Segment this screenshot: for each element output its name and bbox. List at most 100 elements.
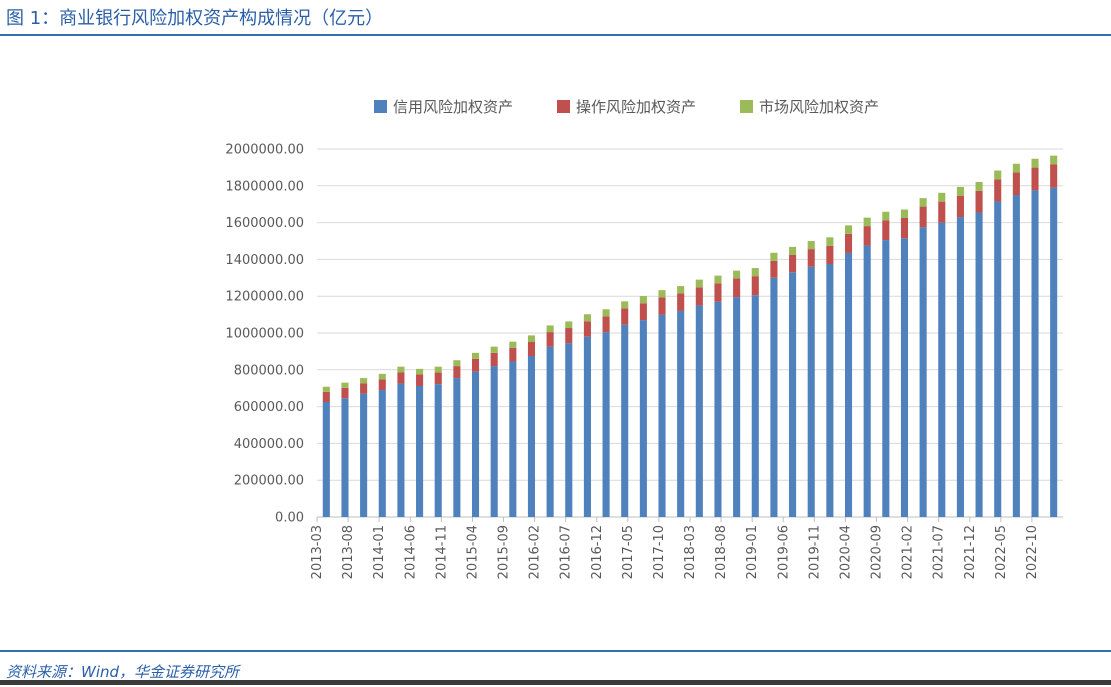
legend-label: 操作风险加权资产	[576, 98, 696, 116]
x-tick-label: 2013-08	[341, 525, 356, 579]
bar-segment-operational	[621, 308, 629, 325]
bar-segment-operational	[416, 374, 424, 386]
bar-segment-operational	[453, 366, 461, 379]
bar-segment-market	[882, 211, 890, 221]
x-tick-label: 2021-02	[901, 525, 916, 579]
source-bar: 资料来源：Wind，华金证券研究所	[0, 650, 1111, 687]
x-tick-label: 2013-03	[310, 525, 325, 579]
bar-segment-market	[621, 301, 629, 309]
x-tick-label: 2014-11	[434, 525, 449, 579]
bar-segment-credit	[975, 212, 983, 518]
bar-segment-operational	[956, 195, 964, 218]
bar-segment-market	[360, 378, 368, 384]
y-tick-label: 200000.00	[234, 474, 304, 489]
bar-segment-credit	[397, 383, 405, 517]
bar-segment-operational	[509, 347, 517, 362]
bar-segment-operational	[341, 387, 349, 399]
bar-segment-market	[602, 309, 610, 317]
bar-segment-market	[826, 237, 834, 246]
x-tick-label: 2016-12	[590, 525, 605, 579]
bar-segment-credit	[434, 384, 442, 517]
bar-segment-credit	[639, 320, 647, 517]
source-note: 资料来源：Wind，华金证券研究所	[6, 663, 240, 681]
bar-segment-market	[434, 366, 442, 373]
x-tick-label: 2020-04	[838, 525, 853, 579]
bar-segment-market	[471, 352, 480, 359]
x-tick-label: 2017-05	[621, 525, 636, 579]
bar-segment-credit	[956, 217, 964, 517]
bar-segment-operational	[397, 372, 405, 384]
bar-segment-operational	[714, 283, 722, 302]
bar-segment-market	[1012, 163, 1020, 173]
bar-segment-market	[527, 335, 536, 343]
bar-segment-credit	[882, 240, 890, 517]
bar-segment-market	[546, 325, 554, 333]
bar-segment-market	[919, 198, 927, 207]
bar-segment-credit	[583, 336, 591, 517]
bar-segment-credit	[565, 343, 573, 517]
y-tick-label: 600000.00	[234, 400, 304, 415]
y-tick-label: 1600000.00	[225, 216, 304, 231]
bar-segment-operational	[695, 287, 703, 306]
bar-segment-market	[639, 296, 647, 304]
bar-segment-operational	[471, 358, 480, 372]
bar-segment-market	[863, 217, 871, 227]
title-bar: 图 1：商业银行风险加权资产构成情况（亿元）	[0, 0, 1111, 36]
bar-segment-operational	[751, 276, 759, 296]
bar-segment-credit	[789, 272, 797, 517]
y-tick-label: 1400000.00	[225, 253, 304, 268]
bar-segment-credit	[416, 385, 424, 517]
stacked-bar-chart: 0.00 200000.00 400000.00 600000.00 800000.00…	[225, 98, 1063, 579]
bar-segment-operational	[378, 379, 386, 391]
legend-label: 市场风险加权资产	[759, 98, 879, 116]
bar-segment-market	[509, 341, 517, 348]
x-tick-label: 2021-07	[932, 525, 947, 579]
bar-segment-market	[714, 275, 722, 284]
bar-segment-operational	[490, 352, 498, 367]
bar-segment-credit	[1012, 195, 1020, 517]
bar-segment-operational	[1012, 172, 1020, 195]
bar-segment-operational	[826, 245, 834, 264]
x-tick-label: 2018-08	[714, 525, 729, 579]
bar-segment-credit	[360, 393, 368, 517]
bar-segment-market	[322, 386, 330, 392]
bar-segment-operational	[994, 179, 1002, 202]
bar-segment-market	[1050, 155, 1058, 165]
bar-segment-credit	[677, 310, 685, 517]
bar-segment-market	[658, 290, 666, 298]
bar-segment-operational	[677, 293, 685, 311]
bar-segment-operational	[975, 190, 983, 213]
bar-segment-credit	[453, 378, 461, 517]
y-tick-label: 800000.00	[234, 363, 304, 378]
bar-segment-credit	[509, 361, 517, 517]
bar-segment-operational	[770, 260, 778, 278]
bar-segment-credit	[826, 264, 834, 517]
bar-segment-market	[397, 366, 405, 373]
x-tick-label: 2021-12	[963, 525, 978, 579]
bar-segment-credit	[378, 390, 386, 517]
bar-segment-market	[677, 286, 685, 294]
bar-segment-credit	[695, 305, 703, 517]
y-tick-label: 1800000.00	[225, 179, 304, 194]
bar-segment-credit	[490, 366, 498, 517]
bar-segment-market	[490, 346, 498, 353]
x-tick-label: 2014-01	[372, 525, 387, 579]
bar-segment-operational	[434, 372, 442, 385]
bar-segment-credit	[546, 346, 554, 517]
bar-segment-market	[938, 192, 946, 202]
x-tick-label: 2014-06	[403, 525, 418, 579]
bar-segment-market	[807, 241, 815, 250]
x-tick-label: 2019-11	[807, 525, 822, 579]
bar-segment-market	[695, 279, 703, 288]
bar-segment-market	[770, 252, 778, 261]
bar-segment-credit	[900, 238, 909, 518]
bar-segment-operational	[602, 316, 610, 333]
bar-segment-operational	[733, 278, 741, 298]
x-tick-label: 2019-06	[776, 525, 791, 579]
bar-segment-operational	[639, 303, 647, 321]
bar-segment-market	[751, 268, 759, 277]
legend-label: 信用风险加权资产	[393, 98, 513, 116]
bar-segment-market	[994, 170, 1002, 180]
legend-swatch	[740, 100, 753, 113]
x-tick-label: 2020-09	[870, 525, 885, 579]
